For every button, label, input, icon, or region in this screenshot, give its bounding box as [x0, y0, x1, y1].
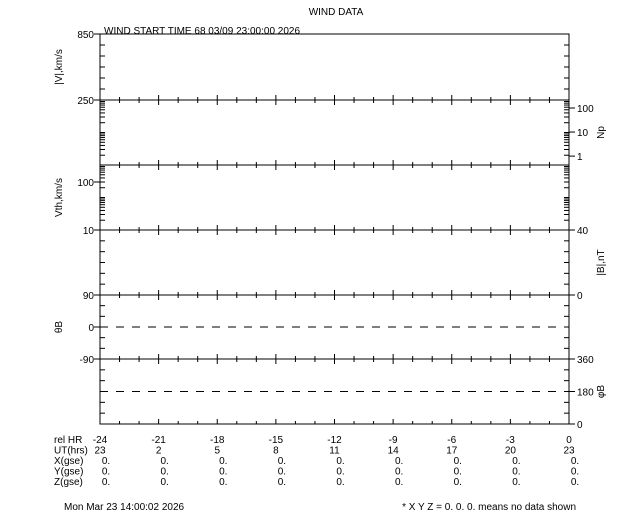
- table-cell: -12: [327, 435, 342, 446]
- table-cell: 0.: [454, 467, 462, 478]
- y-axis-label: |B|,nT: [596, 249, 607, 275]
- table-cell: 0.: [160, 477, 168, 488]
- table-cell: 0.: [219, 456, 227, 467]
- y-tick-label: 100: [77, 178, 94, 189]
- table-cell: -9: [389, 435, 398, 446]
- footer-note: * X Y Z = 0. 0. 0. means no data shown: [402, 502, 576, 512]
- table-cell: 0.: [336, 456, 344, 467]
- y-tick-label: 10: [83, 226, 95, 237]
- table-cell: 0.: [160, 456, 168, 467]
- y-axis-label: Np: [596, 126, 607, 139]
- table-cell: 0.: [102, 477, 110, 488]
- start-time-label: WIND START TIME 68 03/09 23:00:00 2026: [104, 26, 300, 37]
- table-cell: 20: [505, 446, 517, 457]
- table-cell: 0.: [219, 467, 227, 478]
- table-cell: 23: [563, 446, 575, 457]
- y-tick-label: 0: [577, 420, 583, 431]
- table-cell: 0.: [395, 467, 403, 478]
- y-tick-label: 0: [577, 291, 583, 302]
- table-cell: 17: [446, 446, 458, 457]
- footer-timestamp: Mon Mar 23 14:00:02 2026: [64, 502, 185, 512]
- table-cell: 0.: [160, 467, 168, 478]
- table-cell: 14: [388, 446, 400, 457]
- table-cell: 0: [566, 435, 572, 446]
- y-axis-label: Vth,km/s: [54, 178, 65, 217]
- y-tick-label: 1: [577, 152, 583, 163]
- table-cell: -3: [506, 435, 515, 446]
- table-cell: 0.: [395, 477, 403, 488]
- y-tick-label: 0: [88, 323, 94, 334]
- table-cell: 0.: [571, 467, 579, 478]
- table-cell: 0.: [102, 467, 110, 478]
- table-row-label: Y(gse): [54, 467, 83, 478]
- table-cell: 0.: [336, 477, 344, 488]
- table-cell: 0.: [571, 477, 579, 488]
- table-cell: 0.: [454, 477, 462, 488]
- table-cell: 11: [329, 446, 340, 457]
- table-cell: 0.: [278, 456, 286, 467]
- plot-title: WIND DATA: [309, 7, 364, 18]
- table-cell: 0.: [512, 456, 520, 467]
- table-cell: 0.: [278, 477, 286, 488]
- y-tick-label: 90: [83, 291, 95, 302]
- y-axis-label: |V|,km/s: [54, 49, 65, 85]
- y-tick-label: 250: [77, 96, 94, 107]
- table-cell: 5: [214, 446, 220, 457]
- table-cell: -21: [151, 435, 166, 446]
- y-tick-label: 180: [577, 388, 594, 399]
- table-row-label: UT(hrs): [54, 446, 88, 457]
- y-tick-label: 100: [577, 104, 594, 115]
- table-cell: 23: [94, 446, 106, 457]
- y-tick-label: -90: [80, 355, 95, 366]
- table-cell: 8: [273, 446, 279, 457]
- y-axis-label: θB: [54, 321, 65, 334]
- table-cell: -18: [210, 435, 225, 446]
- table-cell: -6: [447, 435, 456, 446]
- y-axis-label: φB: [596, 385, 607, 398]
- y-tick-label: 10: [577, 128, 589, 139]
- y-tick-label: 360: [577, 355, 594, 366]
- table-cell: 0.: [512, 467, 520, 478]
- table-row-label: rel HR: [54, 435, 82, 446]
- table-cell: 0.: [454, 456, 462, 467]
- table-cell: 0.: [336, 467, 344, 478]
- y-tick-label: 850: [77, 30, 94, 41]
- table-cell: 0.: [395, 456, 403, 467]
- y-tick-label: 40: [577, 226, 589, 237]
- table-cell: 0.: [278, 467, 286, 478]
- table-row-label: Z(gse): [54, 477, 83, 488]
- table-cell: -24: [93, 435, 108, 446]
- table-cell: 0.: [571, 456, 579, 467]
- table-cell: 0.: [219, 477, 227, 488]
- table-cell: 0.: [512, 477, 520, 488]
- table-cell: 2: [156, 446, 162, 457]
- table-cell: -15: [269, 435, 284, 446]
- table-cell: 0.: [102, 456, 110, 467]
- table-row-label: X(gse): [54, 456, 83, 467]
